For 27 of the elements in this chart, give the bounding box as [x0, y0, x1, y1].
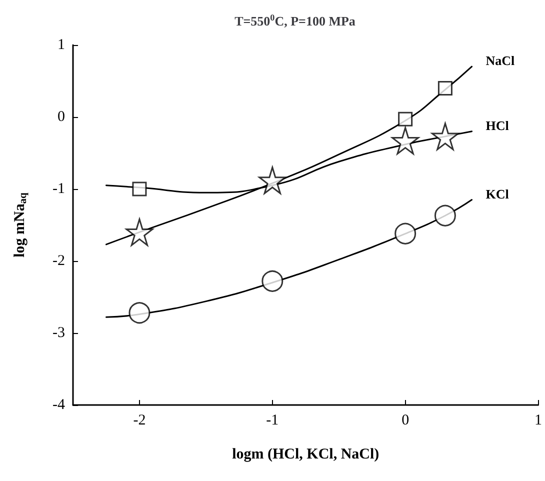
x-tick-label: -2: [133, 412, 146, 428]
y-axis-title: log mNaaq: [12, 192, 29, 258]
y-tick-label: -4: [52, 397, 66, 413]
x-tick-label: 1: [534, 412, 542, 428]
point: [126, 218, 154, 246]
x-tick-label: 0: [402, 412, 410, 428]
series-label: HCl: [486, 118, 510, 133]
point: [434, 204, 456, 226]
point: [132, 182, 147, 196]
point: [438, 80, 452, 96]
line-series: [105, 66, 473, 246]
y-tick-label: -2: [52, 253, 65, 269]
point: [258, 166, 286, 194]
y-tick-label: -3: [52, 325, 65, 341]
point: [394, 222, 416, 244]
point: [398, 112, 413, 126]
x-axis-title: logm (HCl, KCl, NaCl): [232, 446, 380, 462]
y-tick-label: -1: [52, 181, 65, 197]
y-tick-label: 0: [58, 109, 65, 125]
y-tick-label: 1: [58, 37, 65, 53]
series-label: KCl: [486, 186, 510, 202]
x-tick-label: -1: [266, 412, 279, 428]
point: [392, 127, 420, 155]
series-label: NaCl: [486, 53, 516, 68]
point: [262, 270, 284, 292]
point: [431, 122, 459, 150]
point: [128, 302, 150, 324]
